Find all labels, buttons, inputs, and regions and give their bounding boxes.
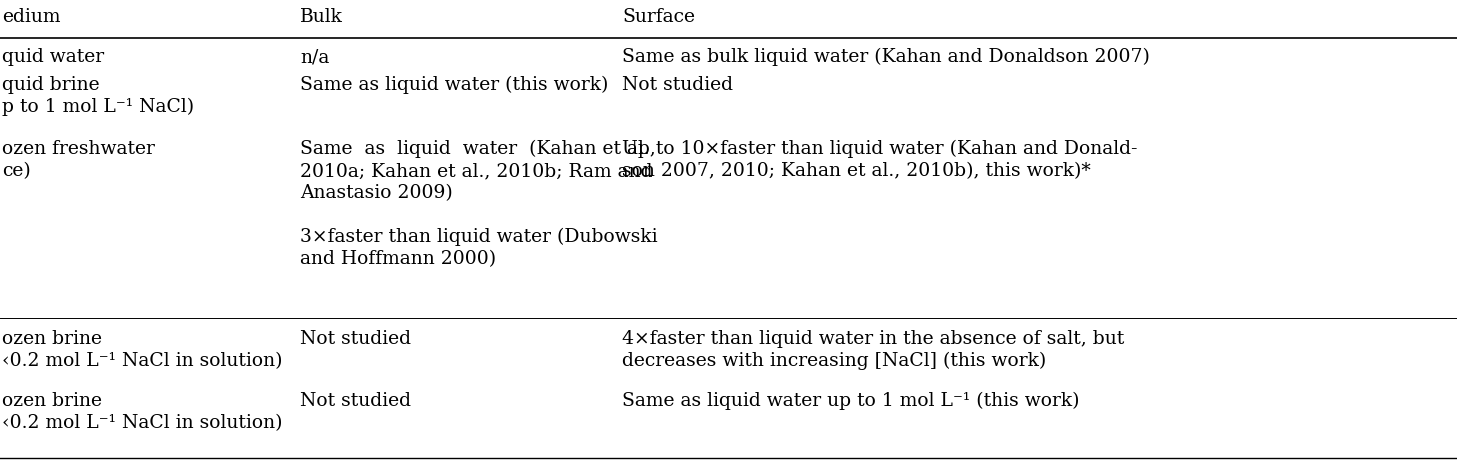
Text: Anastasio 2009): Anastasio 2009) xyxy=(300,184,453,202)
Text: Same  as  liquid  water  (Kahan et al.,: Same as liquid water (Kahan et al., xyxy=(300,140,656,158)
Text: ozen freshwater: ozen freshwater xyxy=(1,140,154,158)
Text: and Hoffmann 2000): and Hoffmann 2000) xyxy=(300,250,497,268)
Text: edium: edium xyxy=(1,8,61,26)
Text: Up to 10×faster than liquid water (Kahan and Donald-: Up to 10×faster than liquid water (Kahan… xyxy=(622,140,1138,158)
Text: ce): ce) xyxy=(1,162,31,180)
Text: quid brine: quid brine xyxy=(1,76,99,94)
Text: ozen brine: ozen brine xyxy=(1,392,102,410)
Text: son 2007, 2010; Kahan et al., 2010b), this work)*: son 2007, 2010; Kahan et al., 2010b), th… xyxy=(622,162,1091,180)
Text: Not studied: Not studied xyxy=(622,76,733,94)
Text: Surface: Surface xyxy=(622,8,695,26)
Text: ‹0.2 mol L⁻¹ NaCl in solution): ‹0.2 mol L⁻¹ NaCl in solution) xyxy=(1,414,283,432)
Text: 2010a; Kahan et al., 2010b; Ram and: 2010a; Kahan et al., 2010b; Ram and xyxy=(300,162,653,180)
Text: p to 1 mol L⁻¹ NaCl): p to 1 mol L⁻¹ NaCl) xyxy=(1,98,194,116)
Text: ozen brine: ozen brine xyxy=(1,330,102,348)
Text: Not studied: Not studied xyxy=(300,392,411,410)
Text: quid water: quid water xyxy=(1,48,103,66)
Text: 4×faster than liquid water in the absence of salt, but: 4×faster than liquid water in the absenc… xyxy=(622,330,1125,348)
Text: Same as bulk liquid water (Kahan and Donaldson 2007): Same as bulk liquid water (Kahan and Don… xyxy=(622,48,1150,66)
Text: Same as liquid water (this work): Same as liquid water (this work) xyxy=(300,76,609,94)
Text: Same as liquid water up to 1 mol L⁻¹ (this work): Same as liquid water up to 1 mol L⁻¹ (th… xyxy=(622,392,1080,410)
Text: ‹0.2 mol L⁻¹ NaCl in solution): ‹0.2 mol L⁻¹ NaCl in solution) xyxy=(1,352,283,370)
Text: n/a: n/a xyxy=(300,48,329,66)
Text: decreases with increasing [NaCl] (this work): decreases with increasing [NaCl] (this w… xyxy=(622,352,1046,370)
Text: Not studied: Not studied xyxy=(300,330,411,348)
Text: 3×faster than liquid water (Dubowski: 3×faster than liquid water (Dubowski xyxy=(300,228,657,246)
Text: Bulk: Bulk xyxy=(300,8,342,26)
